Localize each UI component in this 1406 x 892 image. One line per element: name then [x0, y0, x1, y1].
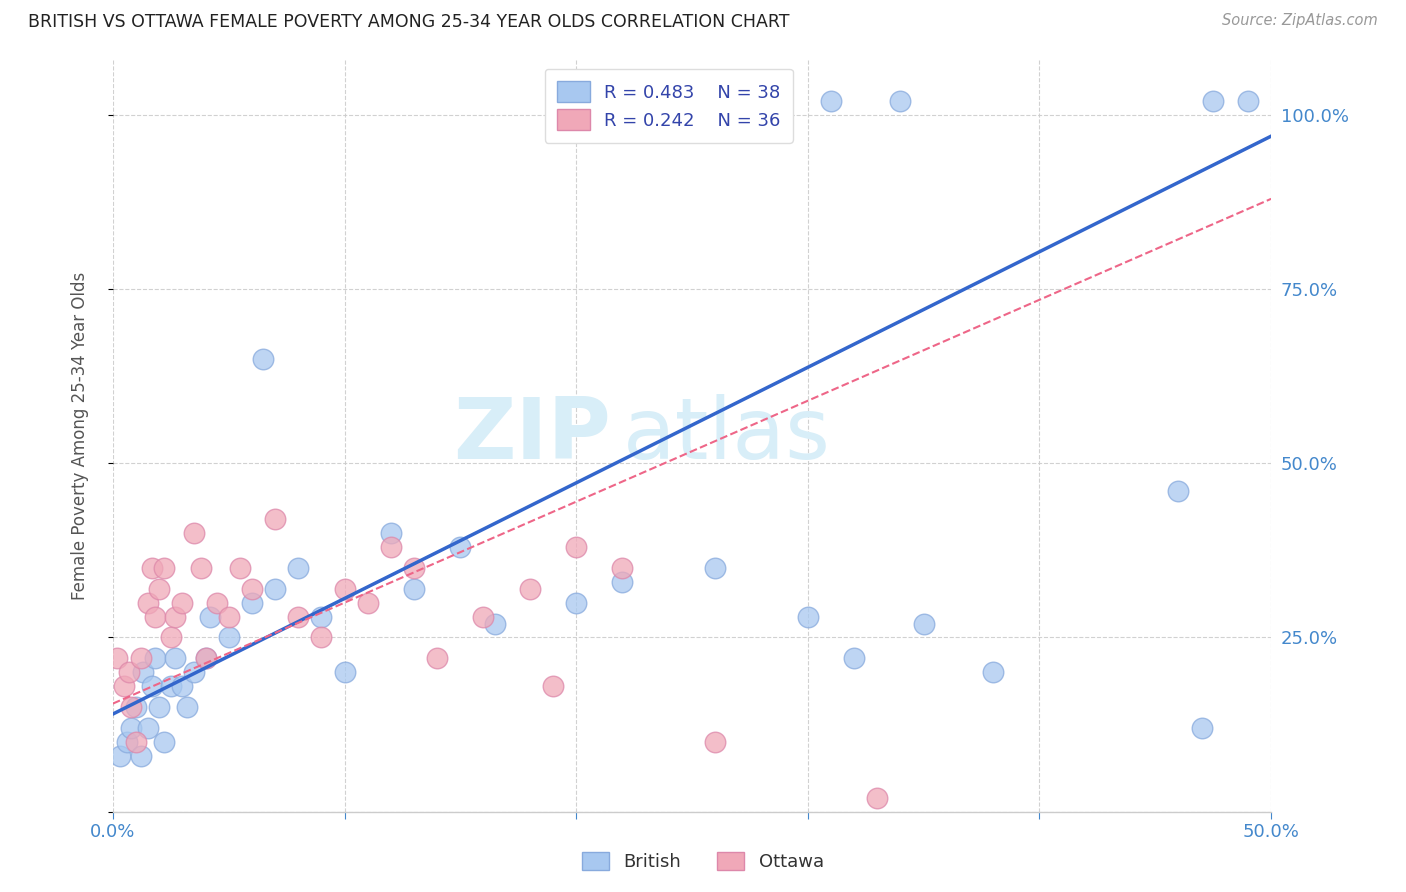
Point	[565, 596, 588, 610]
Legend: R = 0.483    N = 38, R = 0.242    N = 36: R = 0.483 N = 38, R = 0.242 N = 36	[544, 69, 793, 143]
Point	[264, 582, 287, 596]
Point	[132, 665, 155, 680]
Point	[519, 582, 541, 596]
Point	[866, 790, 889, 805]
Point	[153, 735, 176, 749]
Point	[356, 596, 378, 610]
Point	[165, 651, 187, 665]
Point	[159, 679, 181, 693]
Point	[484, 616, 506, 631]
Point	[704, 561, 727, 575]
Point	[205, 596, 228, 610]
Point	[183, 665, 205, 680]
Text: ZIP: ZIP	[453, 394, 610, 477]
Point	[311, 609, 333, 624]
Point	[1191, 721, 1213, 735]
Point	[165, 609, 187, 624]
Point	[380, 526, 402, 541]
Point	[426, 651, 449, 665]
Point	[153, 561, 176, 575]
Point	[565, 540, 588, 554]
Point	[1167, 484, 1189, 499]
Text: atlas: atlas	[623, 394, 831, 477]
Point	[218, 631, 240, 645]
Point	[612, 574, 634, 589]
Point	[115, 735, 138, 749]
Point	[762, 95, 785, 109]
Point	[704, 735, 727, 749]
Point	[125, 700, 148, 714]
Point	[981, 665, 1004, 680]
Point	[820, 95, 842, 109]
Point	[125, 735, 148, 749]
Point	[107, 651, 129, 665]
Point	[402, 582, 425, 596]
Point	[143, 609, 166, 624]
Point	[711, 95, 734, 109]
Point	[1202, 95, 1225, 109]
Point	[1237, 95, 1260, 109]
Point	[159, 631, 181, 645]
Point	[194, 651, 217, 665]
Y-axis label: Female Poverty Among 25-34 Year Olds: Female Poverty Among 25-34 Year Olds	[72, 271, 89, 599]
Point	[194, 651, 217, 665]
Point	[118, 665, 141, 680]
Point	[264, 512, 287, 526]
Point	[136, 596, 159, 610]
Point	[129, 651, 152, 665]
Point	[380, 540, 402, 554]
Point	[311, 631, 333, 645]
Point	[190, 561, 212, 575]
Point	[612, 561, 634, 575]
Point	[797, 609, 820, 624]
Point	[120, 700, 142, 714]
Point	[141, 561, 163, 575]
Point	[229, 561, 252, 575]
Text: BRITISH VS OTTAWA FEMALE POVERTY AMONG 25-34 YEAR OLDS CORRELATION CHART: BRITISH VS OTTAWA FEMALE POVERTY AMONG 2…	[28, 13, 790, 31]
Point	[449, 540, 471, 554]
Point	[252, 351, 274, 366]
Point	[842, 651, 865, 665]
Point	[141, 679, 163, 693]
Point	[172, 679, 194, 693]
Point	[333, 665, 356, 680]
Point	[218, 609, 240, 624]
Point	[148, 700, 170, 714]
Point	[240, 596, 263, 610]
Point	[129, 748, 152, 763]
Text: Source: ZipAtlas.com: Source: ZipAtlas.com	[1222, 13, 1378, 29]
Point	[136, 721, 159, 735]
Point	[143, 651, 166, 665]
Point	[287, 561, 309, 575]
Point	[172, 596, 194, 610]
Point	[889, 95, 911, 109]
Point	[240, 582, 263, 596]
Point	[120, 721, 142, 735]
Point	[287, 609, 309, 624]
Legend: British, Ottawa: British, Ottawa	[575, 845, 831, 879]
Point	[176, 700, 198, 714]
Point	[183, 526, 205, 541]
Point	[148, 582, 170, 596]
Point	[198, 609, 221, 624]
Point	[472, 609, 495, 624]
Point	[108, 748, 131, 763]
Point	[333, 582, 356, 596]
Point	[402, 561, 425, 575]
Point	[541, 679, 564, 693]
Point	[912, 616, 935, 631]
Point	[114, 679, 136, 693]
